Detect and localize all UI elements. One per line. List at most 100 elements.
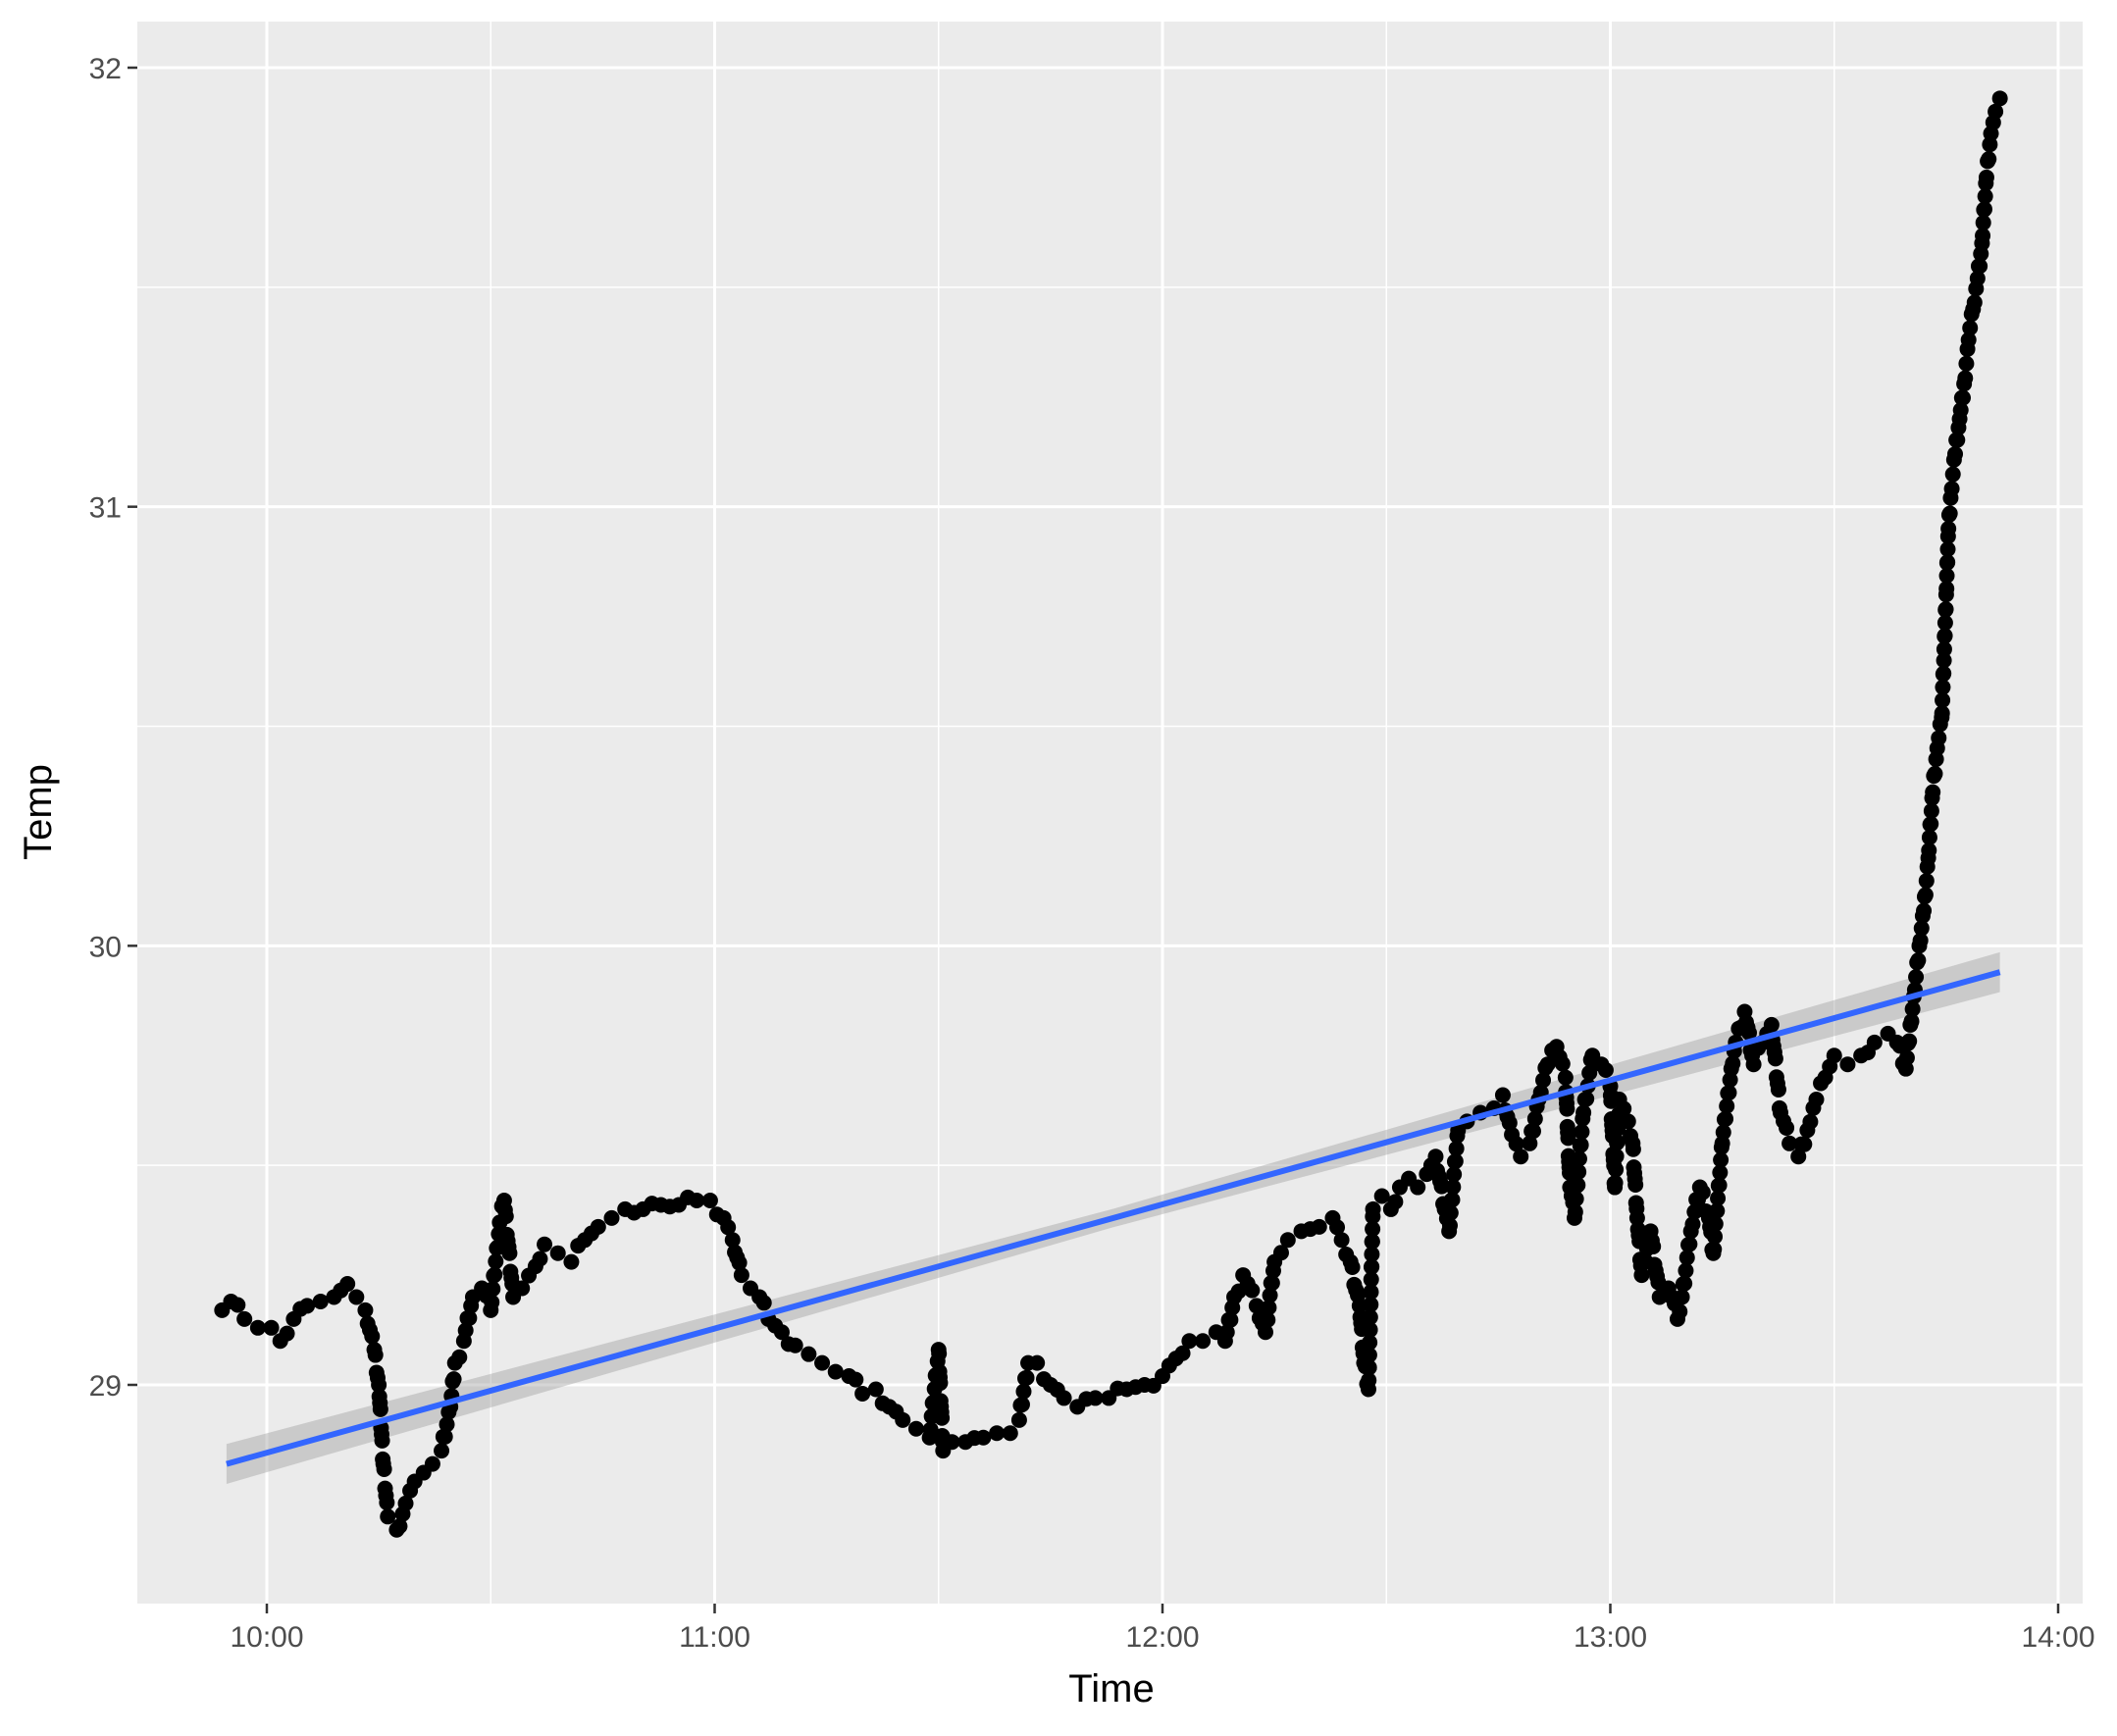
data-point bbox=[1779, 1119, 1795, 1136]
data-point bbox=[1991, 90, 2008, 107]
data-point bbox=[1361, 1372, 1377, 1389]
data-point bbox=[1975, 228, 1991, 244]
data-point bbox=[501, 1245, 518, 1261]
data-point bbox=[1936, 628, 1953, 644]
data-point bbox=[1903, 1013, 1920, 1030]
data-point bbox=[1441, 1217, 1458, 1234]
data-point bbox=[689, 1192, 705, 1208]
data-point bbox=[1248, 1298, 1265, 1314]
data-point bbox=[1866, 1034, 1883, 1050]
x-axis: 10:00 11:00 12:00 13:00 14:00 bbox=[230, 1604, 2095, 1654]
data-point bbox=[1262, 1287, 1278, 1303]
data-point bbox=[1333, 1232, 1350, 1249]
data-point bbox=[1645, 1238, 1662, 1254]
minor-gridlines bbox=[137, 22, 2083, 1606]
data-point bbox=[445, 1371, 462, 1388]
data-point bbox=[1608, 1148, 1625, 1164]
data-point bbox=[1244, 1282, 1261, 1299]
data-point bbox=[1264, 1275, 1280, 1292]
data-point bbox=[907, 1420, 924, 1437]
data-point bbox=[1446, 1166, 1463, 1183]
data-point bbox=[1494, 1087, 1511, 1103]
data-point bbox=[1442, 1204, 1459, 1221]
data-point bbox=[1954, 389, 1971, 406]
data-points bbox=[214, 90, 2008, 1538]
data-point bbox=[451, 1349, 468, 1365]
data-point bbox=[1365, 1200, 1381, 1217]
data-point bbox=[1939, 541, 1956, 558]
data-point bbox=[563, 1253, 580, 1270]
data-point bbox=[603, 1209, 620, 1226]
data-point bbox=[1969, 270, 1986, 286]
data-point bbox=[1952, 402, 1969, 419]
data-point bbox=[1709, 1202, 1726, 1219]
data-point bbox=[1781, 1135, 1798, 1151]
data-point bbox=[1916, 902, 1933, 919]
data-point bbox=[1684, 1216, 1701, 1233]
data-point bbox=[1628, 1209, 1645, 1226]
data-point bbox=[1921, 842, 1937, 858]
data-point bbox=[1936, 665, 1952, 682]
data-point bbox=[1940, 521, 1957, 537]
y-tick-label: 32 bbox=[89, 53, 122, 85]
data-point bbox=[1706, 1241, 1723, 1257]
data-point bbox=[1921, 829, 1937, 845]
data-point bbox=[461, 1309, 478, 1326]
data-point bbox=[1978, 169, 1994, 185]
data-point bbox=[1977, 201, 1993, 218]
data-point bbox=[249, 1319, 266, 1336]
data-point bbox=[1962, 320, 1979, 336]
data-point bbox=[1966, 294, 1983, 311]
data-point bbox=[1554, 1055, 1571, 1072]
y-axis: 29 30 31 32 bbox=[89, 53, 137, 1403]
panel-background bbox=[137, 22, 2083, 1604]
data-point bbox=[1908, 969, 1925, 986]
data-point bbox=[1767, 1050, 1783, 1067]
data-point bbox=[1745, 1056, 1762, 1073]
data-point bbox=[1272, 1245, 1289, 1261]
data-point bbox=[1513, 1149, 1529, 1165]
data-point bbox=[1718, 1110, 1734, 1127]
data-point bbox=[1362, 1334, 1378, 1351]
x-tick-label: 13:00 bbox=[1574, 1621, 1647, 1654]
data-point bbox=[1087, 1390, 1104, 1406]
data-point bbox=[1581, 1064, 1598, 1081]
data-point bbox=[1501, 1114, 1518, 1131]
data-point bbox=[488, 1253, 504, 1270]
data-point bbox=[484, 1294, 500, 1310]
data-point bbox=[1839, 1056, 1856, 1073]
data-point bbox=[1707, 1215, 1724, 1232]
y-tick-label: 31 bbox=[89, 492, 122, 525]
data-point bbox=[1944, 466, 1961, 483]
data-point bbox=[1363, 1284, 1379, 1301]
data-point bbox=[1568, 1191, 1584, 1207]
data-point bbox=[1573, 1137, 1589, 1153]
data-point bbox=[1627, 1176, 1644, 1193]
data-point bbox=[1677, 1275, 1693, 1292]
data-point bbox=[1181, 1333, 1198, 1350]
data-point bbox=[1770, 1081, 1786, 1098]
data-point bbox=[1937, 601, 1954, 618]
data-point bbox=[944, 1434, 960, 1451]
data-point bbox=[372, 1401, 388, 1417]
data-point bbox=[1931, 730, 1947, 746]
data-point bbox=[1261, 1300, 1277, 1316]
data-point bbox=[1763, 1016, 1780, 1033]
data-point bbox=[1977, 188, 1993, 205]
data-point bbox=[1934, 705, 1950, 722]
data-point bbox=[1013, 1396, 1030, 1412]
data-point bbox=[1923, 816, 1939, 833]
data-point bbox=[1570, 1177, 1586, 1194]
data-point bbox=[1741, 1024, 1758, 1041]
data-point bbox=[1361, 1359, 1377, 1376]
data-point bbox=[424, 1455, 440, 1472]
data-point bbox=[1557, 1069, 1574, 1086]
data-point bbox=[357, 1302, 374, 1318]
data-point bbox=[1957, 370, 1974, 386]
data-point bbox=[854, 1385, 871, 1402]
data-point bbox=[312, 1293, 329, 1309]
major-gridlines bbox=[137, 22, 2083, 1604]
data-point bbox=[1975, 215, 1991, 231]
data-point bbox=[1913, 920, 1930, 937]
data-point bbox=[1222, 1311, 1239, 1328]
